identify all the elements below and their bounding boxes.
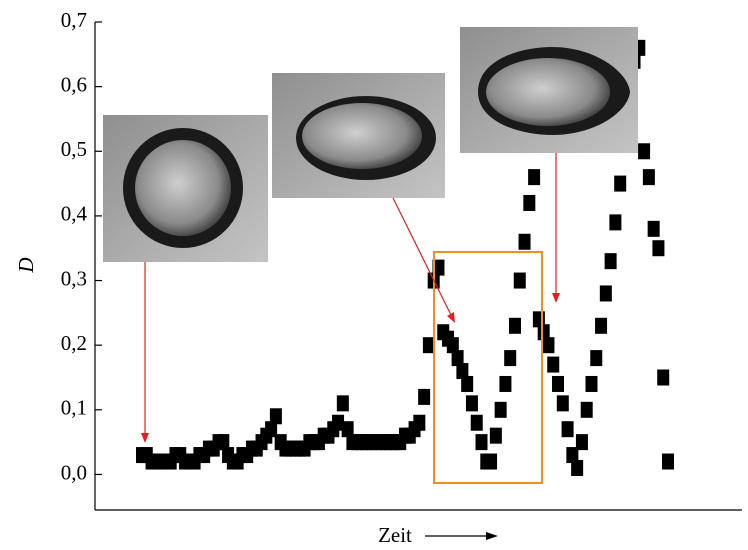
- point: [422, 337, 435, 354]
- point: [652, 240, 665, 257]
- point: [642, 169, 655, 186]
- y-tick-label: 0,1: [61, 396, 87, 420]
- point: [571, 459, 584, 476]
- point: [595, 317, 608, 334]
- point: [609, 214, 622, 231]
- point: [638, 143, 651, 160]
- point: [456, 363, 469, 380]
- y-tick-label: 0,2: [61, 331, 87, 355]
- point: [217, 434, 230, 451]
- x-label-arrow: [425, 532, 498, 540]
- point: [547, 356, 560, 373]
- point: [332, 414, 345, 431]
- point: [599, 285, 612, 302]
- point: [537, 324, 550, 341]
- point: [647, 220, 660, 237]
- y-tick-label: 0,3: [61, 266, 87, 290]
- point: [475, 434, 488, 451]
- highlight-box: [433, 251, 543, 484]
- point: [504, 350, 517, 367]
- point: [523, 194, 536, 211]
- point: [528, 169, 541, 186]
- point: [446, 337, 459, 354]
- point: [542, 337, 555, 354]
- inset-image: [103, 115, 268, 262]
- arrows: [141, 153, 560, 443]
- point: [265, 421, 278, 438]
- point: [662, 453, 674, 470]
- point: [489, 427, 502, 444]
- y-tick-label: 0,7: [61, 8, 87, 32]
- point: [604, 253, 617, 270]
- point: [461, 375, 474, 392]
- point: [341, 421, 354, 438]
- inset-image: [272, 73, 445, 198]
- y-tick-label: 0,4: [61, 202, 88, 226]
- point: [580, 401, 593, 418]
- point: [499, 375, 512, 392]
- point: [585, 375, 598, 392]
- point: [413, 414, 426, 431]
- y-tick-label: 0,5: [61, 137, 87, 161]
- point: [552, 375, 565, 392]
- point: [561, 421, 574, 438]
- point: [575, 434, 588, 451]
- point: [556, 395, 569, 412]
- x-axis-label: Zeit: [378, 523, 412, 547]
- inset-image: [460, 27, 638, 153]
- y-axis-label: D: [14, 257, 38, 273]
- point: [418, 388, 431, 405]
- point: [470, 414, 483, 431]
- point: [518, 233, 531, 250]
- point: [590, 350, 603, 367]
- point: [614, 175, 627, 192]
- point: [657, 369, 670, 386]
- point: [451, 350, 464, 367]
- point: [566, 447, 579, 464]
- point: [485, 453, 498, 470]
- point: [513, 272, 526, 289]
- point: [432, 259, 445, 276]
- plot-area: [136, 39, 674, 476]
- y-tick-label: 0,0: [61, 460, 87, 484]
- y-tick-label: 0,6: [61, 72, 87, 96]
- point: [465, 395, 478, 412]
- point: [269, 408, 282, 425]
- point: [336, 395, 349, 412]
- point: [494, 401, 507, 418]
- point: [508, 317, 521, 334]
